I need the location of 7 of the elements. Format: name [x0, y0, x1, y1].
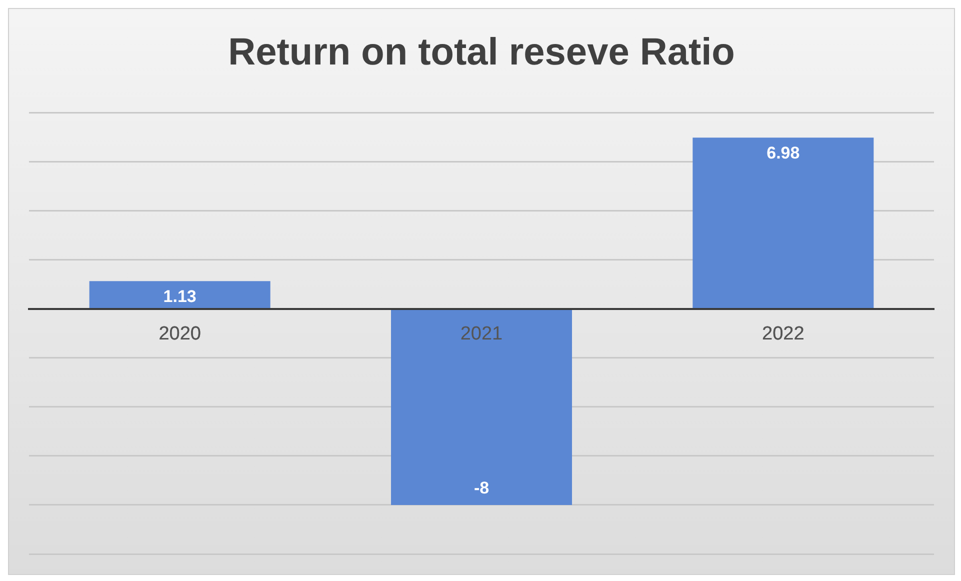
x-tick-label: 2021: [460, 323, 503, 344]
x-tick-label: 2022: [762, 323, 804, 344]
chart-title: Return on total reseve Ratio: [228, 31, 735, 74]
x-tick-label: 2020: [158, 323, 201, 344]
data-label: 1.13: [163, 286, 196, 306]
data-label: 6.98: [766, 143, 800, 162]
data-label: -8: [474, 478, 490, 498]
